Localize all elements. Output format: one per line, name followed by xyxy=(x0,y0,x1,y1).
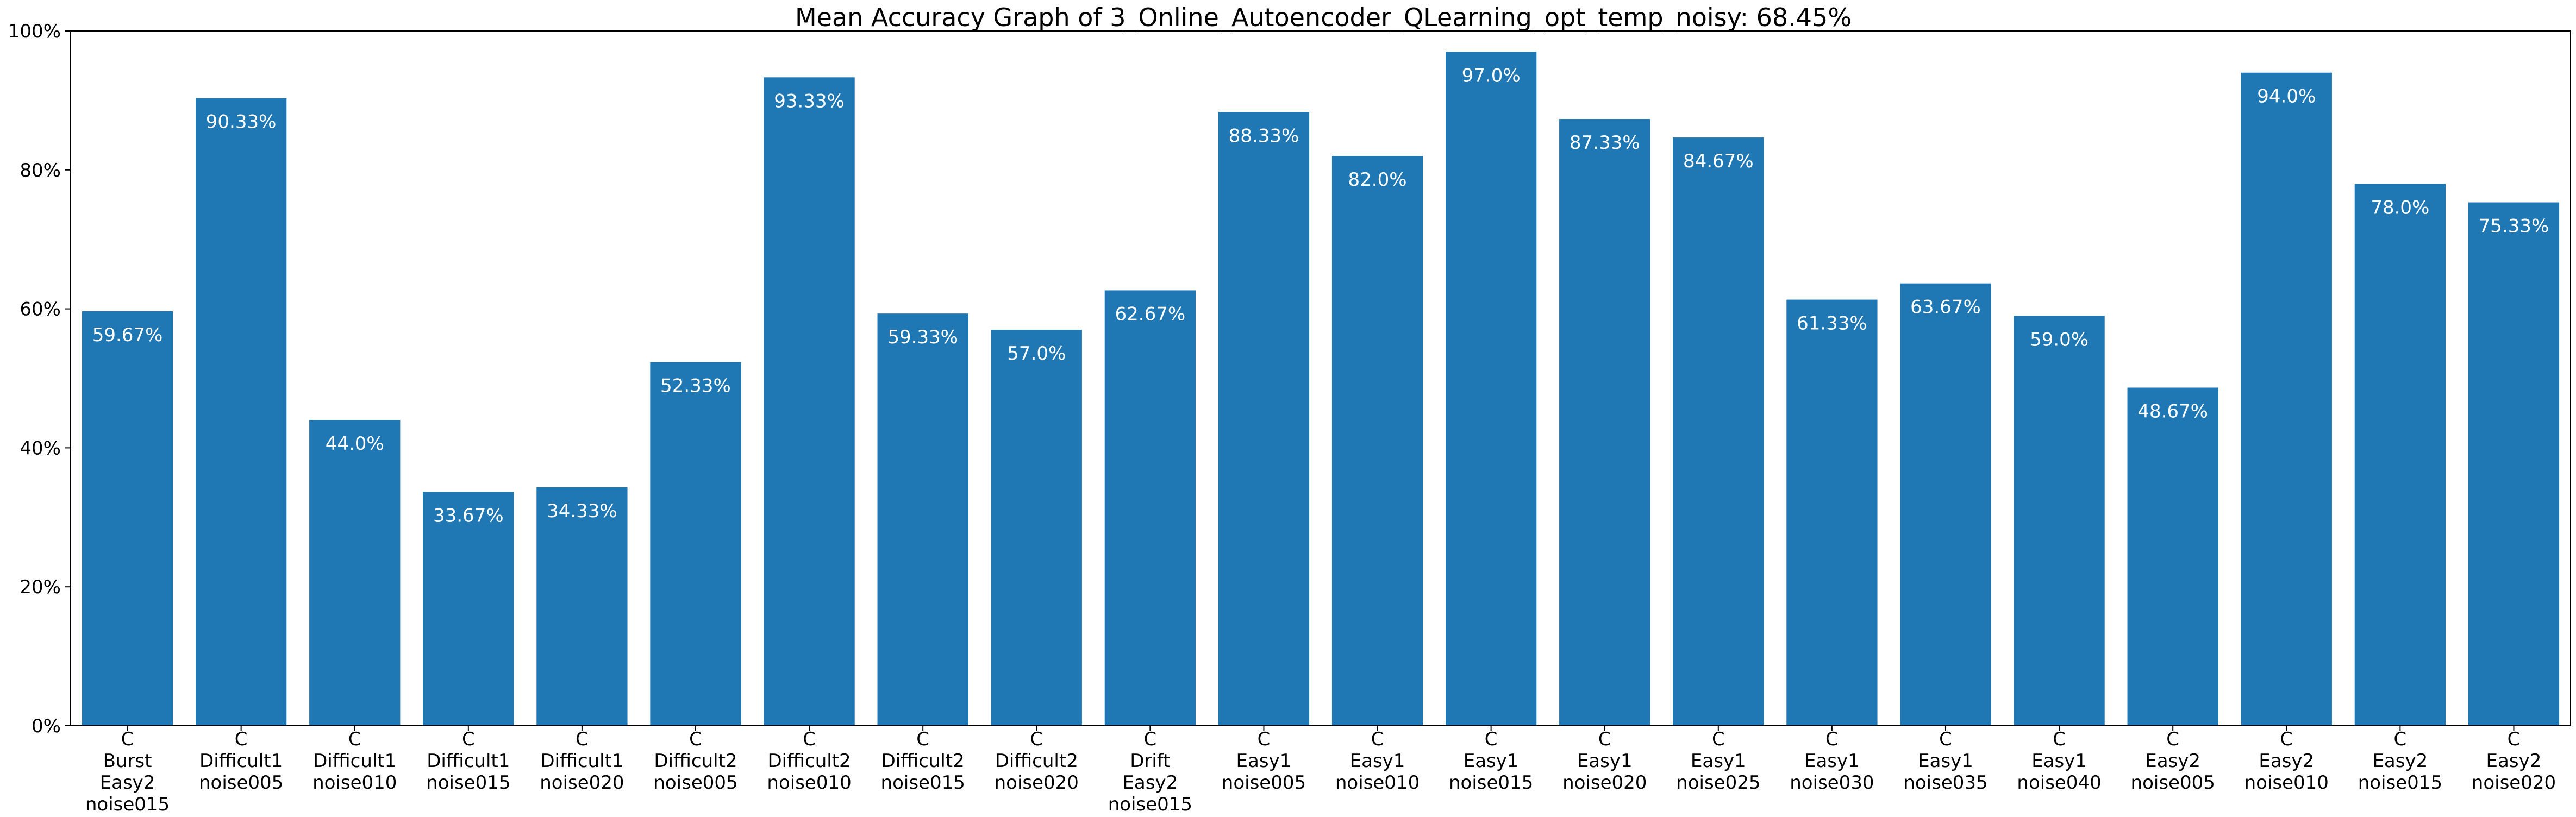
bar-value-label: 97.0% xyxy=(1462,65,1521,86)
bar-value-label: 59.0% xyxy=(2030,329,2089,350)
x-tick-label: C Difficult1 noise010 xyxy=(312,728,397,794)
bar-value-label: 84.67% xyxy=(1683,150,1754,172)
bar xyxy=(764,77,855,726)
bar-value-label: 52.33% xyxy=(660,375,731,397)
bar-value-label: 59.33% xyxy=(887,326,958,348)
bar-value-label: 44.0% xyxy=(326,433,384,455)
y-tick-label: 0% xyxy=(32,715,61,737)
x-tick-label: C Drift Easy2 noise015 xyxy=(1108,728,1192,815)
bar xyxy=(1331,156,1423,726)
bar-value-label: 59.67% xyxy=(92,324,163,346)
bar xyxy=(1446,52,1537,726)
x-tick-label: C Easy1 noise015 xyxy=(1449,728,1533,794)
x-tick-label: C Easy1 noise020 xyxy=(1562,728,1647,794)
bar xyxy=(1104,290,1196,726)
y-tick-label: 100% xyxy=(8,21,61,42)
bar xyxy=(877,313,968,726)
x-tick-label: C Easy2 noise005 xyxy=(2131,728,2215,794)
bar-value-label: 57.0% xyxy=(1007,343,1066,364)
x-tick-label: C Difficult1 noise005 xyxy=(199,728,283,794)
bar-value-label: 82.0% xyxy=(1348,169,1407,191)
x-tick-label: C Difficult2 noise015 xyxy=(881,728,965,794)
bar xyxy=(2468,202,2560,726)
chart-title: Mean Accuracy Graph of 3_Online_Autoenco… xyxy=(795,3,1852,32)
bar xyxy=(991,329,1082,726)
bars-layer xyxy=(82,52,2560,726)
y-tick-label: 60% xyxy=(20,299,61,320)
bar xyxy=(1559,119,1650,726)
bar xyxy=(1673,137,1764,726)
plot-frame xyxy=(70,30,2571,726)
bar-value-label: 63.67% xyxy=(1910,297,1981,318)
bar xyxy=(423,492,514,726)
y-tick-label: 40% xyxy=(20,437,61,459)
y-tick-label: 80% xyxy=(20,160,61,181)
bar-value-label: 94.0% xyxy=(2257,86,2316,108)
bar xyxy=(309,420,401,726)
bar xyxy=(536,487,628,726)
bar-value-label: 75.33% xyxy=(2479,216,2549,237)
bar-value-label: 88.33% xyxy=(1229,125,1299,147)
bar xyxy=(650,362,741,726)
x-tick-label: C Difficult1 noise015 xyxy=(426,728,510,794)
bar xyxy=(2127,387,2218,726)
bar-value-label: 61.33% xyxy=(1797,313,1867,335)
bar xyxy=(1218,112,1310,726)
x-tick-label: C Difficult1 noise020 xyxy=(540,728,624,794)
bar-value-label: 62.67% xyxy=(1115,303,1186,325)
x-tick-label: C Easy1 noise030 xyxy=(1790,728,1874,794)
bar-value-label: 48.67% xyxy=(2137,401,2208,423)
x-tick-label: C Difficult2 noise005 xyxy=(653,728,737,794)
x-tick-label: C Difficult2 noise010 xyxy=(767,728,851,794)
bar-value-label: 33.67% xyxy=(433,505,504,526)
y-axis: 0% 20% 40% 60% 80% 100% xyxy=(8,21,71,737)
x-tick-label: C Easy1 noise005 xyxy=(1222,728,1306,794)
x-tick-label: C Easy2 noise020 xyxy=(2472,728,2556,794)
x-axis: C Burst Easy2 noise015 C Difficult1 noise005 C D… xyxy=(85,726,2556,815)
bar-value-label: 93.33% xyxy=(774,90,845,112)
bar-value-label: 90.33% xyxy=(206,111,277,133)
x-tick-label: C Easy2 noise015 xyxy=(2358,728,2442,794)
x-tick-label: C Burst Easy2 noise015 xyxy=(85,728,170,815)
x-tick-label: C Difficult2 noise020 xyxy=(995,728,1079,794)
x-tick-label: C Easy2 noise010 xyxy=(2244,728,2329,794)
bar xyxy=(82,311,173,726)
bar xyxy=(2354,184,2446,726)
bar-value-label: 87.33% xyxy=(1570,132,1640,154)
x-tick-label: C Easy1 noise010 xyxy=(1335,728,1420,794)
bar xyxy=(196,98,287,726)
y-tick-label: 20% xyxy=(20,576,61,598)
x-tick-label: C Easy1 noise040 xyxy=(2017,728,2101,794)
bar xyxy=(2014,316,2105,726)
bar xyxy=(1786,299,1878,726)
bar xyxy=(1900,283,1991,726)
bar-value-label: 34.33% xyxy=(547,500,617,522)
x-tick-label: C Easy1 noise035 xyxy=(1903,728,1987,794)
bar-value-label: 78.0% xyxy=(2371,197,2429,218)
bar xyxy=(2241,72,2332,726)
data-labels-layer: 59.67% 90.33% 44.0% 33.67% 34.33% 52.33% 93.33… xyxy=(92,65,2549,526)
x-tick-label: C Easy1 noise025 xyxy=(1676,728,1760,794)
